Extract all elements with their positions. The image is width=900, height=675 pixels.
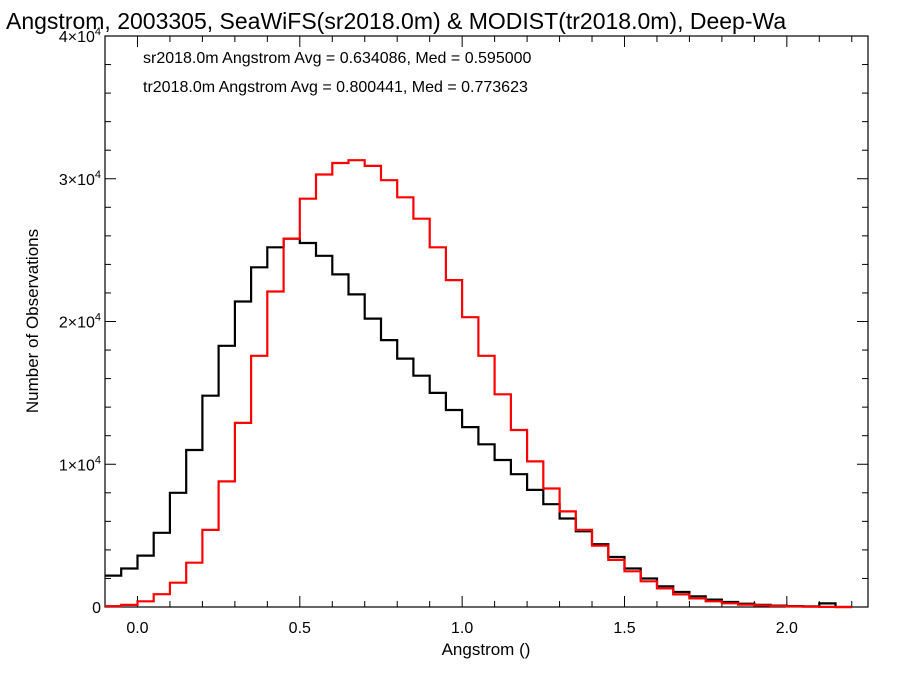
y-tick-label: 4×104	[59, 26, 101, 46]
y-tick-labels: 0 1×104 2×104 3×104 4×104	[59, 26, 101, 617]
y-axis-label: Number of Observations	[23, 229, 42, 413]
x-tick-labels: 0.0 0.5 1.0 1.5 2.0	[126, 620, 798, 637]
series-layer	[105, 159, 852, 609]
x-tick-label: 2.0	[776, 620, 798, 637]
tick-marks	[104, 35, 868, 608]
series-line-0	[105, 237, 852, 609]
chart-title: Angstrom, 2003305, SeaWiFS(sr2018.0m) & …	[6, 8, 786, 34]
x-tick-label: 1.5	[613, 620, 635, 637]
annotation-tr: tr2018.0m Angstrom Avg = 0.800441, Med =…	[143, 79, 528, 96]
series-line-1	[105, 159, 852, 609]
y-tick-label: 3×104	[59, 169, 101, 189]
annotation-sr: sr2018.0m Angstrom Avg = 0.634086, Med =…	[143, 50, 532, 67]
x-tick-label: 1.0	[451, 620, 473, 637]
x-axis-label: Angstrom ()	[442, 640, 531, 659]
x-tick-label: 0.5	[289, 620, 311, 637]
x-tick-label: 0.0	[126, 620, 148, 637]
y-tick-label: 1×104	[59, 454, 101, 474]
y-tick-label: 2×104	[59, 312, 101, 332]
y-tick-label: 0	[92, 600, 101, 617]
